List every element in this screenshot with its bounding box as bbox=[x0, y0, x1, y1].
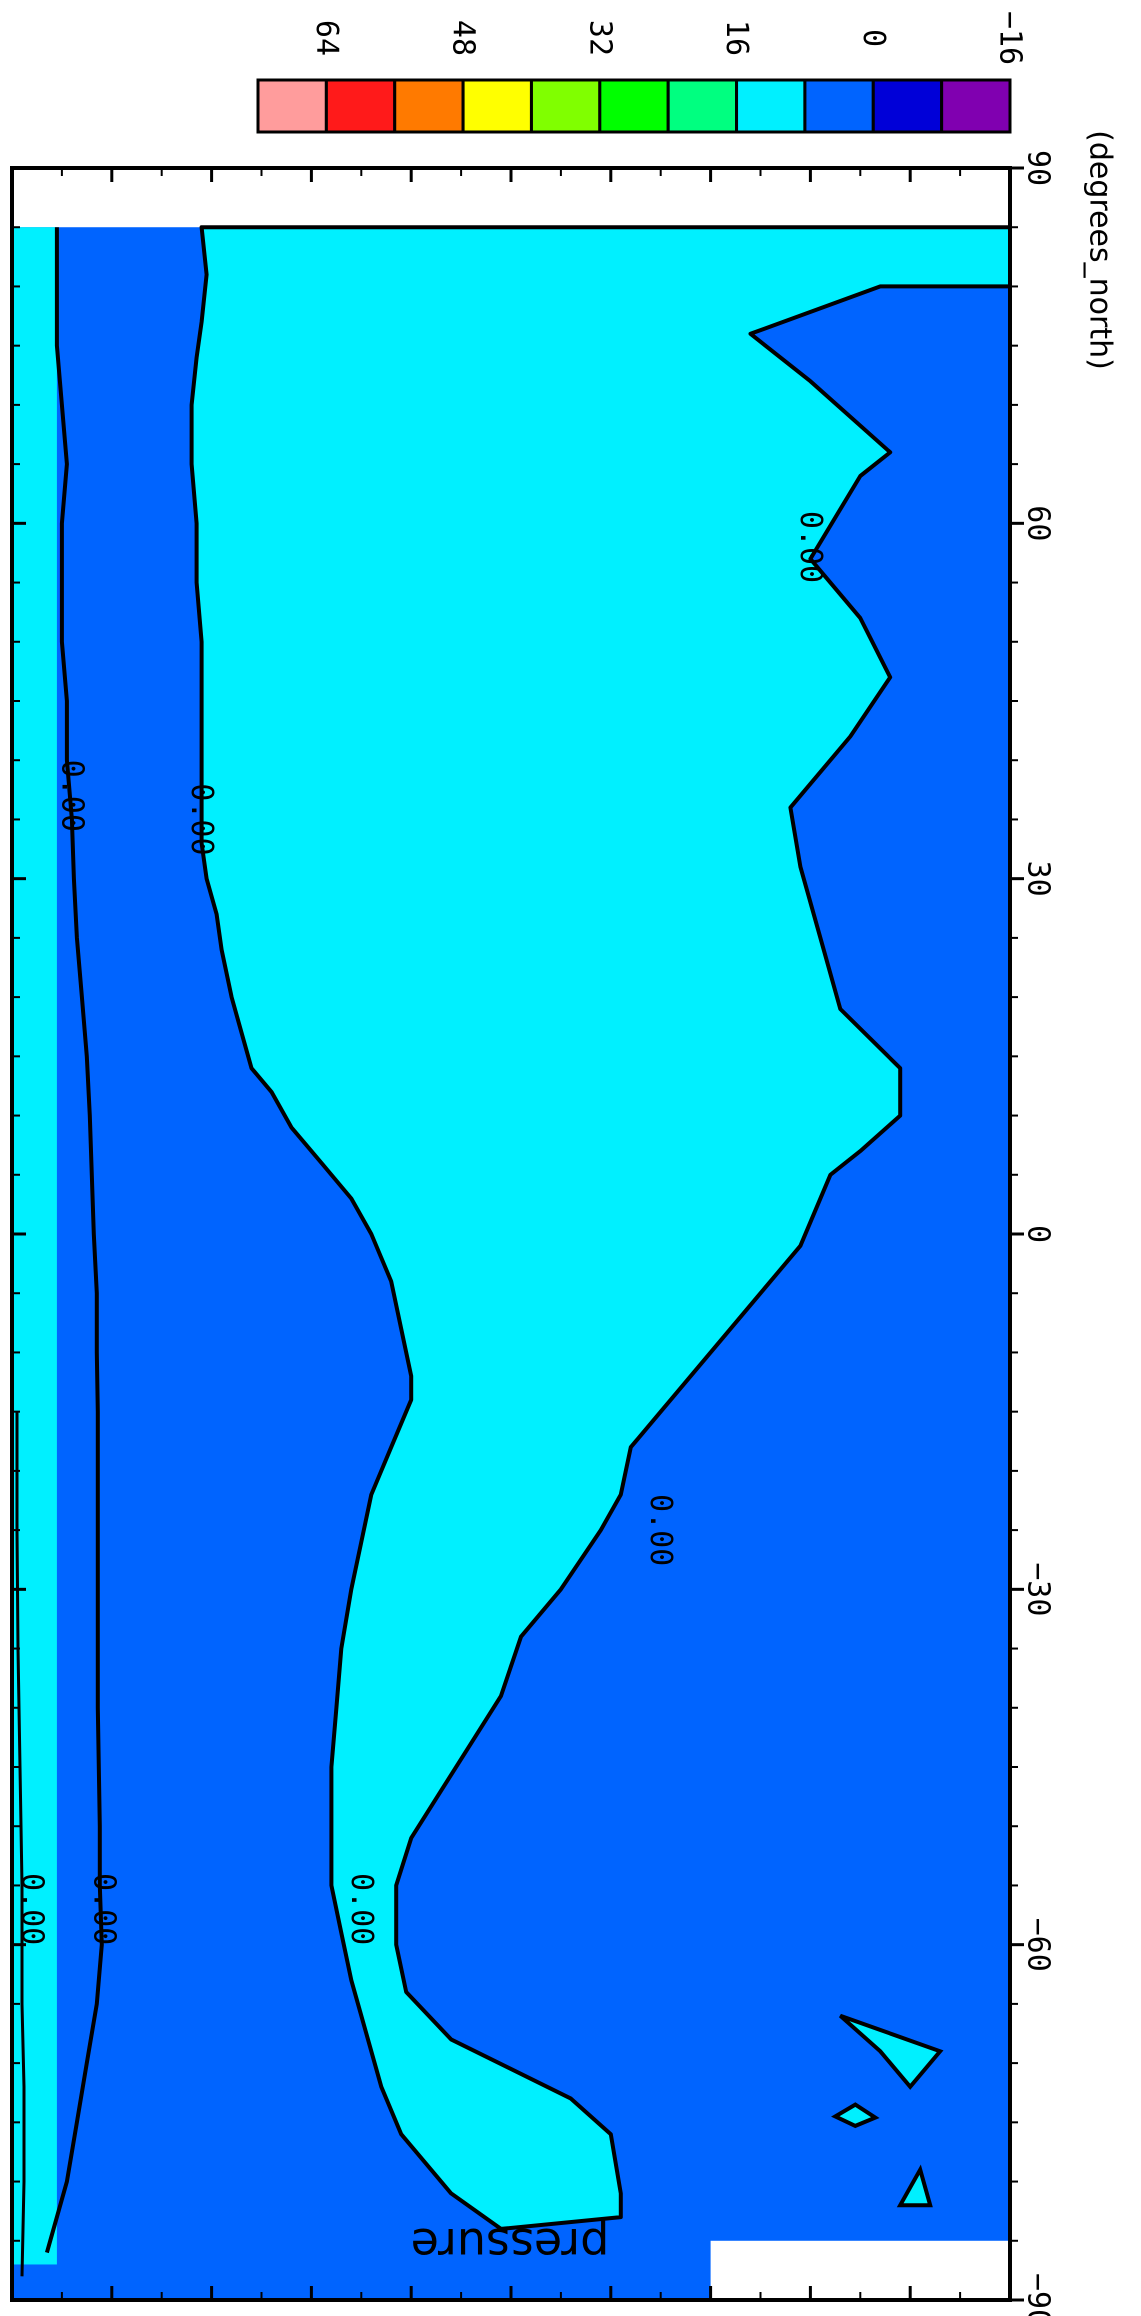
colorbar-swatch bbox=[735, 78, 807, 134]
colorbar-swatch bbox=[324, 78, 397, 134]
contour-label: 0.00 bbox=[54, 760, 89, 832]
colorbar-swatch bbox=[393, 78, 465, 134]
contour-label: 0.00 bbox=[344, 1873, 379, 1945]
positive-island-3 bbox=[896, 2164, 933, 2208]
colorbar: 64 48 32 16 0 −16 bbox=[256, 11, 1028, 134]
lat-tick-label: 90 bbox=[1021, 150, 1056, 186]
colorbar-tick-label: 64 bbox=[309, 20, 344, 56]
lat-tick-label: 0 bbox=[1021, 1225, 1056, 1243]
colorbar-swatch bbox=[256, 78, 328, 134]
colorbar-swatch bbox=[598, 78, 670, 134]
colorbar-tick-label: 16 bbox=[719, 20, 754, 56]
contour-label: 0.00 bbox=[86, 1873, 121, 1945]
x-axis-title: (degrees_north) bbox=[1083, 130, 1118, 370]
lat-tick-label: 30 bbox=[1021, 861, 1056, 897]
lat-tick-label: −90 bbox=[1021, 2273, 1056, 2316]
lat-tick-label: −60 bbox=[1021, 1918, 1056, 1972]
contour-label: 0.00 bbox=[643, 1494, 678, 1566]
missing-fill-south bbox=[710, 2240, 1010, 2300]
contour-label: 0.00 bbox=[184, 783, 219, 855]
positive-island-1 bbox=[838, 2013, 944, 2090]
colorbar-tick-label: −16 bbox=[993, 11, 1028, 65]
colorbar-tick-label: 48 bbox=[446, 20, 481, 56]
lat-tick-label: −30 bbox=[1021, 1562, 1056, 1616]
colorbar-tick-label: 32 bbox=[582, 20, 617, 56]
colorbar-swatch bbox=[529, 78, 602, 134]
colorbar-swatch bbox=[666, 78, 739, 134]
colorbar-swatch bbox=[871, 78, 944, 134]
contour-label: 0.00 bbox=[793, 511, 828, 583]
plot-area: 0.00 0.00 0.00 0.00 0.00 0.00 0.00 bbox=[12, 168, 1012, 2300]
axes: −90−60−30030609012345678910pressure(degr… bbox=[10, 130, 1118, 2316]
positive-island-2 bbox=[831, 2102, 880, 2129]
lat-tick-label: 60 bbox=[1021, 505, 1056, 541]
positive-upper-band bbox=[12, 227, 57, 2265]
colorbar-swatch bbox=[940, 78, 1012, 134]
colorbar-swatch bbox=[461, 78, 533, 134]
contour-line-thin bbox=[15, 1411, 26, 2277]
contour-line-upper bbox=[44, 227, 104, 2254]
positive-interior-region bbox=[189, 225, 1012, 2231]
colorbar-tick-label: 0 bbox=[856, 29, 891, 47]
y-axis-title: pressure bbox=[411, 2218, 610, 2272]
contour-label: 0.00 bbox=[15, 1873, 50, 1945]
colorbar-swatch bbox=[803, 78, 875, 134]
